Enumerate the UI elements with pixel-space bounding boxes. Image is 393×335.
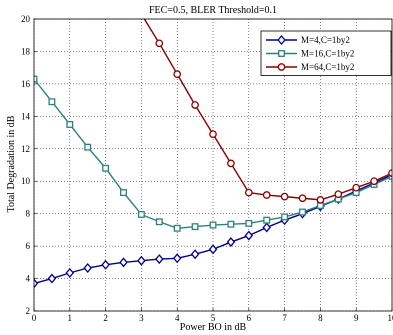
axis-ticks: 0123456789102468101214161820	[21, 14, 393, 323]
data-point	[209, 221, 217, 229]
data-point	[226, 237, 236, 248]
x-tick-label: 3	[139, 313, 144, 323]
data-point	[34, 278, 39, 289]
y-tick-label: 18	[21, 46, 31, 56]
data-point	[137, 211, 145, 218]
legend: M=4,C=1by2 M=16,C=1by2 M=64,C=1by2	[260, 30, 392, 76]
x-tick-label: 5	[211, 313, 216, 323]
data-point	[83, 263, 92, 274]
data-point	[245, 219, 253, 227]
data-point	[298, 194, 307, 203]
y-tick-label: 6	[26, 241, 31, 251]
data-point	[209, 130, 217, 139]
chart-title: FEC=0.5, BLER Threshold=0.1	[149, 5, 277, 16]
legend-marker	[278, 50, 285, 57]
data-point	[155, 254, 164, 265]
legend-label: M=16,C=1by2	[301, 49, 354, 59]
y-tick-label: 2	[26, 306, 31, 316]
y-axis-label: Total Degradation in dB	[6, 115, 17, 212]
legend-label: M=64,C=1by2	[301, 62, 354, 72]
data-point	[155, 218, 163, 226]
legend-item: M=16,C=1by2	[266, 49, 354, 59]
data-point	[208, 244, 218, 255]
y-tick-label: 8	[26, 209, 31, 219]
x-tick-label: 4	[175, 313, 180, 323]
data-point	[227, 159, 235, 168]
legend-marker	[277, 63, 286, 71]
data-point	[352, 183, 361, 192]
x-tick-label: 8	[318, 313, 323, 323]
legend-label: M=4,C=1by2	[301, 35, 350, 45]
data-point	[173, 70, 182, 79]
x-tick-label: 10	[388, 313, 393, 323]
data-point	[137, 255, 146, 266]
data-point	[101, 259, 110, 270]
data-point	[120, 189, 127, 197]
x-tick-label: 6	[247, 313, 252, 323]
data-point	[370, 177, 378, 186]
data-point	[190, 249, 200, 260]
data-point	[280, 192, 289, 201]
y-tick-label: 4	[26, 274, 31, 284]
data-point	[191, 223, 199, 231]
series-layer	[34, 11, 392, 289]
y-tick-label: 12	[21, 144, 30, 154]
y-tick-label: 10	[21, 176, 31, 186]
legend-item: M=4,C=1by2	[266, 34, 350, 46]
data-point	[244, 188, 253, 197]
x-tick-label: 2	[103, 313, 108, 323]
data-point	[173, 224, 181, 232]
data-point	[191, 101, 199, 109]
x-tick-label: 7	[282, 313, 287, 323]
y-tick-label: 14	[21, 111, 31, 121]
y-tick-label: 20	[21, 14, 31, 24]
legend-marker	[277, 34, 286, 46]
data-point	[47, 273, 57, 284]
data-point	[119, 257, 128, 268]
series-2	[34, 75, 392, 232]
data-point	[262, 191, 271, 199]
data-point	[227, 220, 235, 228]
data-point	[172, 253, 182, 264]
legend-item: M=64,C=1by2	[266, 62, 354, 72]
data-point	[299, 208, 306, 216]
data-point	[66, 120, 74, 128]
data-point	[102, 164, 110, 172]
x-tick-label: 9	[354, 313, 359, 323]
data-point	[263, 216, 271, 224]
y-tick-label: 16	[21, 79, 31, 89]
series-3	[138, 11, 392, 204]
data-point	[65, 267, 75, 278]
x-tick-label: 0	[32, 313, 37, 323]
x-tick-label: 1	[68, 313, 73, 323]
data-point	[138, 11, 144, 17]
data-point	[334, 190, 343, 199]
series-1	[34, 169, 392, 289]
data-point	[48, 98, 56, 106]
data-point	[281, 213, 289, 221]
x-axis-label: Power BO in dB	[180, 322, 247, 333]
data-point	[84, 143, 92, 151]
data-point	[244, 230, 254, 241]
data-point	[316, 196, 325, 204]
data-point	[155, 39, 164, 48]
data-point	[262, 222, 271, 233]
